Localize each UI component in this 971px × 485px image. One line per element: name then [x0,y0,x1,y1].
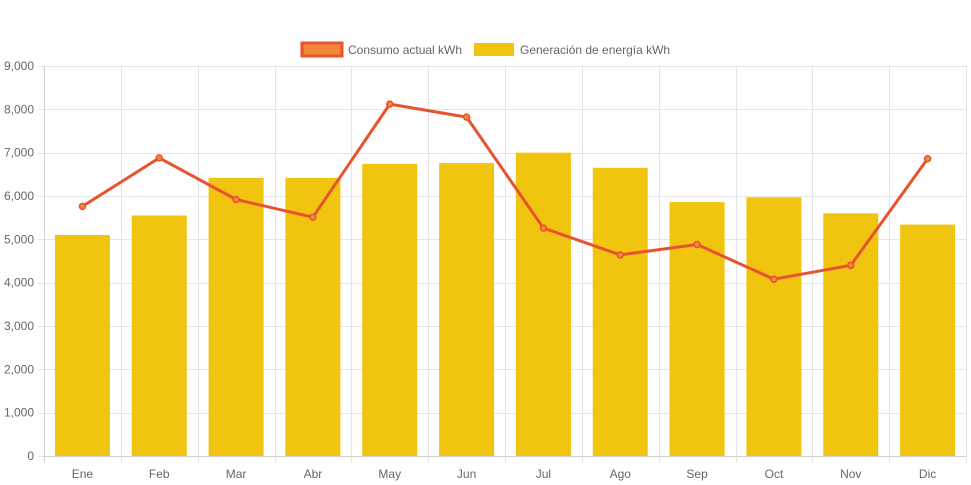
x-tick-label: Ene [72,467,94,481]
line-point-feb[interactable] [155,154,163,162]
line-point-may[interactable] [386,100,394,108]
y-tick-label: 2,000 [4,362,34,376]
y-tick-label: 4,000 [4,276,34,290]
legend-label-consumo[interactable]: Consumo actual kWh [348,43,462,57]
bar-abr[interactable] [285,177,341,457]
line-point-jul[interactable] [539,224,548,232]
x-tick-label: Jul [536,467,551,481]
x-tick-label: Ago [610,467,632,481]
y-tick-label: 3,000 [4,319,34,333]
bar-series [54,152,956,457]
consumo-line [81,102,929,281]
y-axis: 0 1,000 2,000 3,000 4,000 5,000 6,000 7,000 8,00… [4,59,45,463]
bar-may[interactable] [362,163,418,456]
x-tick-label: Sep [686,467,708,481]
x-tick-label: Abr [304,467,323,481]
x-tick-label: Oct [765,467,784,481]
line-point-ene[interactable] [78,202,87,211]
line-point-dic[interactable] [923,154,932,163]
line-point-sep[interactable] [693,240,701,249]
bar-nov[interactable] [823,213,879,456]
line-point-abr[interactable] [309,213,317,221]
x-tick-label: Mar [226,467,247,481]
x-tick-label: Feb [149,467,170,481]
bar-dic[interactable] [900,224,956,456]
y-tick-label: 0 [27,449,34,463]
bar-oct[interactable] [746,197,802,457]
bar-mar[interactable] [208,177,264,457]
line-series [78,100,932,283]
legend-swatch-generacion[interactable] [474,43,514,56]
line-point-jun[interactable] [462,113,471,121]
chart-legend: Consumo actual kWh Generación de energía… [300,41,670,58]
y-tick-label: 5,000 [4,232,34,246]
y-tick-label: 6,000 [4,189,34,203]
x-axis: Ene Feb Mar Abr May Jun Jul Ago Sep Oct Nov Dic [44,456,966,481]
legend-label-generacion[interactable]: Generación de energía kWh [520,43,670,57]
y-tick-label: 7,000 [4,146,34,160]
line-point-nov[interactable] [847,261,855,270]
x-tick-label: Dic [919,467,936,481]
line-point-oct[interactable] [770,275,778,283]
legend-swatch-consumo[interactable] [300,41,344,58]
bar-sep[interactable] [669,202,725,456]
bar-ago[interactable] [592,167,648,457]
x-tick-label: Jun [457,467,476,481]
y-tick-label: 9,000 [4,59,34,73]
x-tick-label: Nov [840,467,861,481]
bar-jun[interactable] [439,163,495,457]
x-tick-label: May [378,467,401,481]
chart-grid [38,66,967,462]
y-tick-label: 1,000 [4,406,34,420]
bar-feb[interactable] [131,215,187,457]
bar-ene[interactable] [54,235,110,456]
y-tick-label: 8,000 [4,102,34,116]
line-point-ago[interactable] [616,251,624,259]
line-point-mar[interactable] [232,195,240,204]
